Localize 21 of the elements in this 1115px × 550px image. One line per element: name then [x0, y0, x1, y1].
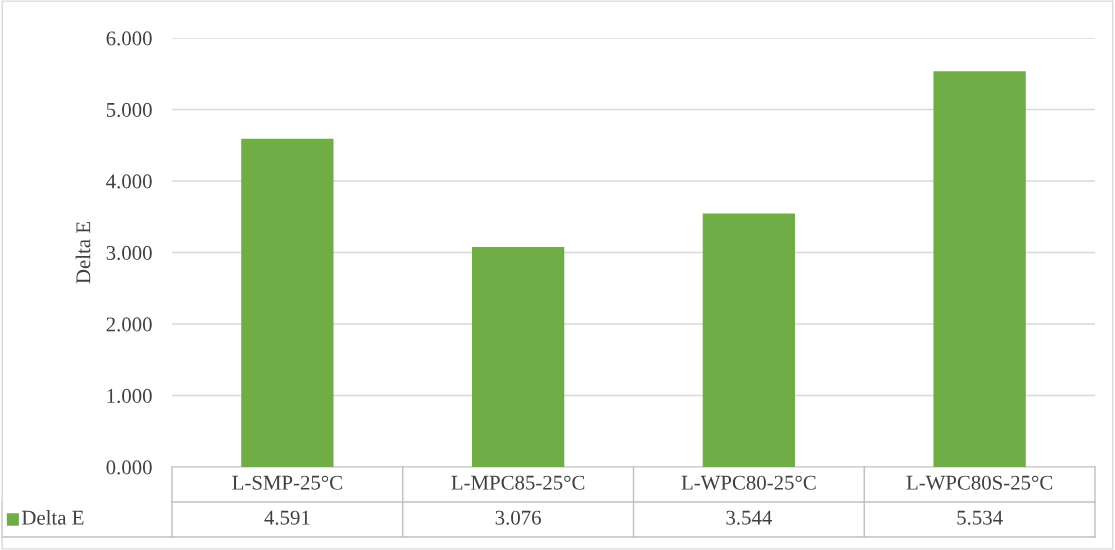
- y-tick-label: 3.000: [106, 245, 152, 261]
- bar: [702, 213, 796, 467]
- x-tick-label: L-WPC80S-25°C: [906, 475, 1053, 490]
- y-tick-label: 0.000: [106, 460, 152, 475]
- y-tick-label: 6.000: [106, 31, 152, 46]
- legend-label: Delta E: [21, 510, 84, 525]
- x-tick-label: L-WPC80-25°C: [681, 475, 816, 490]
- x-tick-label: L-SMP-25°C: [232, 475, 342, 490]
- data-label: 5.534: [957, 510, 1003, 525]
- y-tick-label: 2.000: [106, 317, 152, 332]
- x-tick-label: L-MPC85-25°C: [451, 475, 585, 490]
- bar: [241, 138, 334, 467]
- y-axis-title: Delta E: [75, 222, 91, 284]
- y-tick-label: 4.000: [106, 174, 152, 189]
- data-label: 3.544: [726, 510, 772, 525]
- bar: [933, 71, 1026, 467]
- y-tick-label: 5.000: [106, 102, 152, 118]
- data-label: 4.591: [264, 510, 310, 525]
- bar: [471, 247, 565, 467]
- data-label: 3.076: [495, 510, 541, 525]
- y-tick-label: 1.000: [107, 388, 152, 404]
